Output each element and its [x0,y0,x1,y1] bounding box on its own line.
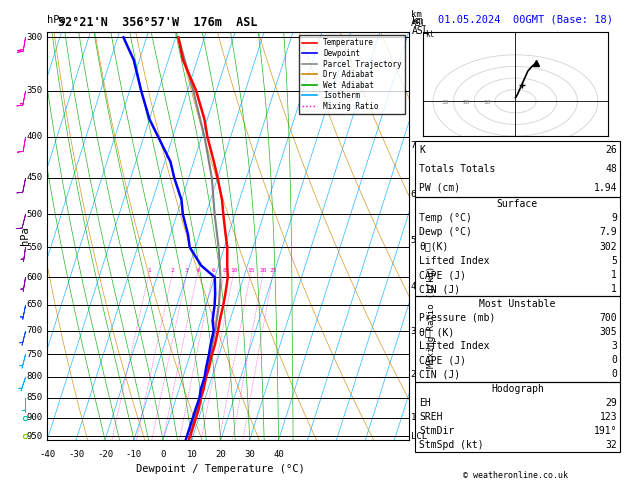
Text: Hodograph: Hodograph [491,383,544,394]
Text: 1: 1 [411,413,416,422]
Text: 305: 305 [599,327,617,337]
Text: K: K [419,145,425,155]
Text: 450: 450 [26,173,43,182]
Text: LCL: LCL [411,433,427,441]
Text: 40: 40 [273,450,284,459]
Text: CAPE (J): CAPE (J) [419,270,466,280]
Text: Mixing Ratio (g/kg): Mixing Ratio (g/kg) [427,266,436,368]
Text: km
ASL: km ASL [412,16,430,35]
Text: © weatheronline.co.uk: © weatheronline.co.uk [464,471,568,480]
Text: Lifted Index: Lifted Index [419,256,489,266]
Text: StmSpd (kt): StmSpd (kt) [419,440,484,450]
Text: 0: 0 [611,369,617,380]
Text: PW (cm): PW (cm) [419,183,460,192]
Text: 500: 500 [26,209,43,219]
Text: 2: 2 [411,370,416,379]
Text: 25: 25 [269,268,277,273]
Text: 48: 48 [605,164,617,174]
Text: 600: 600 [26,273,43,282]
Text: -10: -10 [126,450,142,459]
Text: 26: 26 [605,145,617,155]
Text: 52°21'N  356°57'W  176m  ASL: 52°21'N 356°57'W 176m ASL [57,16,257,29]
Text: 15: 15 [247,268,255,273]
Text: 350: 350 [26,86,43,95]
Text: 300: 300 [26,33,43,42]
Text: 9: 9 [611,213,617,223]
Text: 1: 1 [611,284,617,295]
Text: 29: 29 [605,398,617,408]
Text: 3: 3 [411,327,416,335]
Text: Pressure (mb): Pressure (mb) [419,312,495,323]
Text: Dewpoint / Temperature (°C): Dewpoint / Temperature (°C) [136,464,304,474]
Text: 302: 302 [599,242,617,252]
Text: 750: 750 [26,350,43,359]
Text: -40: -40 [39,450,55,459]
Text: 1: 1 [147,268,151,273]
Text: 6: 6 [211,268,215,273]
Text: 20: 20 [215,450,226,459]
Text: 32: 32 [605,440,617,450]
Text: -30: -30 [68,450,84,459]
Text: 3: 3 [611,341,617,351]
Text: 950: 950 [26,432,43,441]
Text: CIN (J): CIN (J) [419,284,460,295]
Text: 10: 10 [230,268,238,273]
Text: kt: kt [425,31,434,39]
Text: Surface: Surface [497,199,538,209]
Text: Temp (°C): Temp (°C) [419,213,472,223]
Text: 550: 550 [26,243,43,252]
Text: 20: 20 [260,268,267,273]
Text: -20: -20 [97,450,113,459]
Text: θᴄ (K): θᴄ (K) [419,327,454,337]
Text: 0: 0 [160,450,165,459]
Text: StmDir: StmDir [419,426,454,436]
Text: Totals Totals: Totals Totals [419,164,495,174]
Text: 01.05.2024  00GMT (Base: 18): 01.05.2024 00GMT (Base: 18) [438,15,613,25]
Text: 8: 8 [223,268,226,273]
Text: 123: 123 [599,412,617,422]
Text: 1.94: 1.94 [594,183,617,192]
Text: 400: 400 [26,133,43,141]
Text: 10: 10 [483,100,491,104]
Text: 800: 800 [26,372,43,381]
Text: EH: EH [419,398,431,408]
Text: 191°: 191° [594,426,617,436]
Text: 700: 700 [599,312,617,323]
Text: hPa: hPa [47,15,66,25]
Text: 5: 5 [411,236,416,245]
Legend: Temperature, Dewpoint, Parcel Trajectory, Dry Adiabat, Wet Adiabat, Isotherm, Mi: Temperature, Dewpoint, Parcel Trajectory… [299,35,405,114]
Text: 900: 900 [26,413,43,422]
Text: 0: 0 [611,355,617,365]
Text: SREH: SREH [419,412,442,422]
Text: Lifted Index: Lifted Index [419,341,489,351]
Text: 7.9: 7.9 [599,227,617,238]
Text: 2: 2 [170,268,174,273]
Text: 7: 7 [411,141,416,150]
Text: CIN (J): CIN (J) [419,369,460,380]
Text: 650: 650 [26,300,43,310]
Text: 5: 5 [611,256,617,266]
Text: 4: 4 [411,282,416,291]
Text: 20: 20 [462,100,470,104]
Text: 30: 30 [442,100,450,104]
Text: CAPE (J): CAPE (J) [419,355,466,365]
Text: hPa: hPa [21,226,30,245]
Text: 4: 4 [196,268,199,273]
Text: 30: 30 [244,450,255,459]
Text: 10: 10 [186,450,198,459]
Text: 1: 1 [611,270,617,280]
Text: km
ASL: km ASL [411,10,427,28]
Text: θᴄ(K): θᴄ(K) [419,242,448,252]
Text: 850: 850 [26,393,43,402]
Text: Dewp (°C): Dewp (°C) [419,227,472,238]
Text: 6: 6 [411,190,416,199]
Text: 3: 3 [185,268,189,273]
Text: Most Unstable: Most Unstable [479,298,555,309]
Text: 700: 700 [26,326,43,335]
